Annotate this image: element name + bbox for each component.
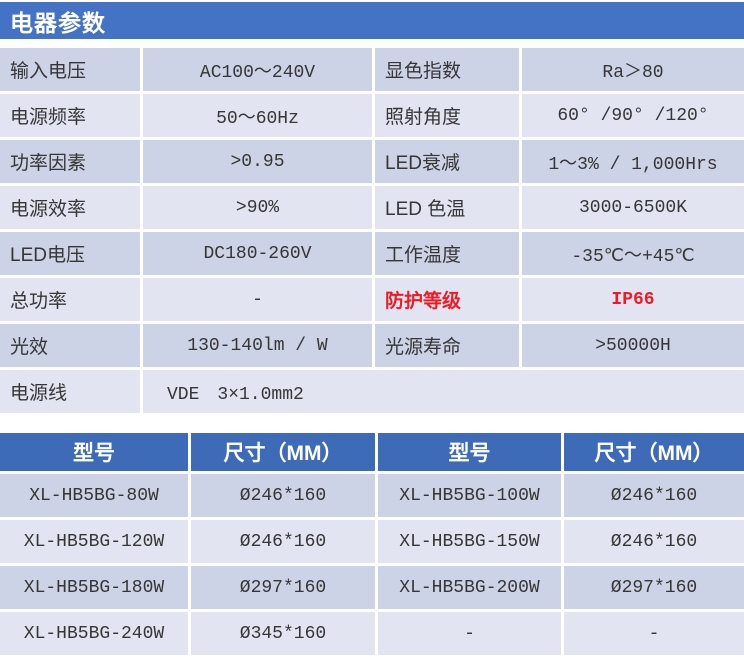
spec-label: 电源频率: [0, 94, 140, 137]
model-number: XL-HB5BG-240W: [0, 612, 188, 655]
spec-label: 电源线: [0, 370, 140, 413]
spec-label: 输入电压: [0, 48, 140, 91]
spec-value: -: [143, 278, 372, 321]
model-number: XL-HB5BG-120W: [0, 520, 188, 563]
model-number: XL-HB5BG-150W: [378, 520, 561, 563]
model-table-header: 尺寸（MM）: [564, 433, 744, 471]
spec-label: 照射角度: [375, 94, 519, 137]
model-table-header: 尺寸（MM）: [191, 433, 375, 471]
model-size: -: [564, 612, 744, 655]
model-size: Ø246*160: [191, 474, 375, 517]
spec-label: 总功率: [0, 278, 140, 321]
spec-label: 功率因素: [0, 140, 140, 183]
spec-value: -35℃～+45℃: [522, 232, 744, 275]
model-number: XL-HB5BG-180W: [0, 566, 188, 609]
model-number: XL-HB5BG-80W: [0, 474, 188, 517]
spec-label: 光效: [0, 324, 140, 367]
spec-value: Ra＞80: [522, 48, 744, 91]
spec-label: LED电压: [0, 232, 140, 275]
model-size: Ø297*160: [564, 566, 744, 609]
spec-label: 光源寿命: [375, 324, 519, 367]
model-size: Ø246*160: [191, 520, 375, 563]
spec-label: 工作温度: [375, 232, 519, 275]
spec-value: AC100～240V: [143, 48, 372, 91]
spec-value: 1～3% / 1,000Hrs: [522, 140, 744, 183]
spec-value: >50000H: [522, 324, 744, 367]
model-size: Ø297*160: [191, 566, 375, 609]
model-table-header: 型号: [378, 433, 561, 471]
spec-label: 电源效率: [0, 186, 140, 229]
spec-value-ip-rating: IP66: [522, 278, 744, 321]
spec-value: 50～60Hz: [143, 94, 372, 137]
model-number: XL-HB5BG-200W: [378, 566, 561, 609]
page-title: 电器参数: [0, 2, 744, 39]
model-number: XL-HB5BG-100W: [378, 474, 561, 517]
spec-value-power-cord: VDE 3×1.0mm2: [143, 370, 744, 413]
spec-label-protection-grade: 防护等级: [375, 278, 519, 321]
model-table-header: 型号: [0, 433, 188, 471]
model-size: Ø246*160: [564, 474, 744, 517]
spec-value: 130-140lm / W: [143, 324, 372, 367]
spec-label: 显色指数: [375, 48, 519, 91]
spec-value: 3000-6500K: [522, 186, 744, 229]
spec-value: >0.95: [143, 140, 372, 183]
model-size: Ø246*160: [564, 520, 744, 563]
spec-label: LED衰减: [375, 140, 519, 183]
model-size: Ø345*160: [191, 612, 375, 655]
spec-label: LED 色温: [375, 186, 519, 229]
spec-table: 输入电压 AC100～240V 显色指数 Ra＞80 电源频率 50～60Hz …: [0, 48, 744, 413]
model-number: -: [378, 612, 561, 655]
spec-value: >90%: [143, 186, 372, 229]
model-table: 型号 尺寸（MM） 型号 尺寸（MM） XL-HB5BG-80W Ø246*16…: [0, 433, 744, 655]
spec-value: 60° /90° /120°: [522, 94, 744, 137]
spec-value: DC180-260V: [143, 232, 372, 275]
